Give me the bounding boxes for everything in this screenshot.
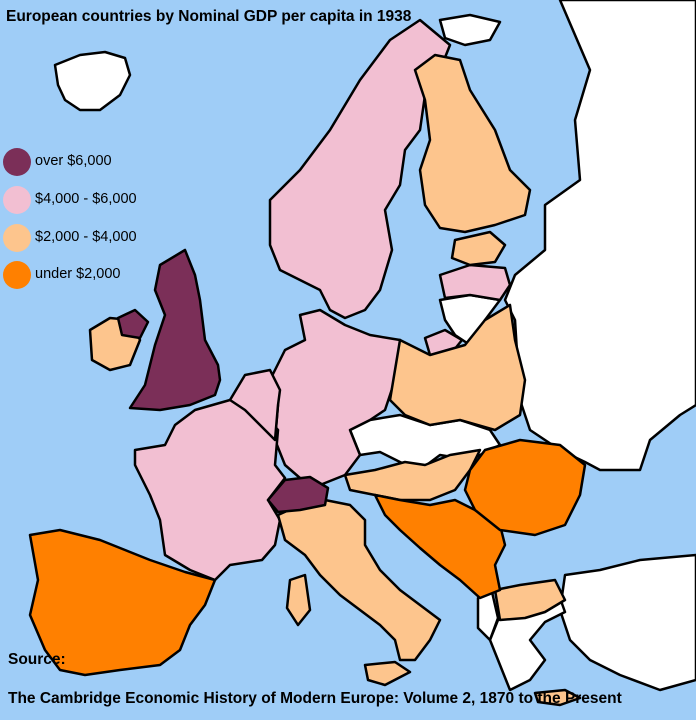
sicily-region <box>363 660 412 687</box>
legend-swatch <box>3 224 31 252</box>
bulgaria-region <box>493 578 567 622</box>
legend-label: under $2,000 <box>35 266 121 282</box>
norway-sweden-region <box>268 18 452 320</box>
yugoslavia-region <box>373 493 507 600</box>
northern-ireland-region <box>116 308 150 340</box>
iceland-region <box>53 50 132 112</box>
legend-swatch <box>3 186 31 214</box>
germany-region <box>268 308 412 487</box>
legend-swatch <box>3 261 31 289</box>
legend-swatch <box>3 148 31 176</box>
legend-label: $2,000 - $4,000 <box>35 229 137 245</box>
italy-region <box>276 498 442 662</box>
belgium-netherlands-region <box>228 368 282 442</box>
romania-region <box>463 438 587 537</box>
source-label: Source: <box>8 651 66 668</box>
latvia-region <box>450 230 507 267</box>
russia-region <box>503 0 696 472</box>
source-text: The Cambridge Economic History of Modern… <box>8 690 622 707</box>
svalbard-region <box>438 13 502 47</box>
legend-label: $4,000 - $6,000 <box>35 191 137 207</box>
legend-label: over $6,000 <box>35 153 112 169</box>
great-britain-region <box>128 248 222 412</box>
iberia-region <box>28 528 217 677</box>
finland-region <box>413 53 532 234</box>
turkey-region <box>558 553 696 692</box>
crete-region <box>533 688 582 707</box>
poland-region <box>388 303 527 432</box>
estonia-region <box>438 263 512 302</box>
map-title: European countries by Nominal GDP per ca… <box>6 8 412 25</box>
switzerland-region <box>266 475 330 514</box>
sardinia-region <box>285 573 312 627</box>
france-region <box>133 398 287 582</box>
